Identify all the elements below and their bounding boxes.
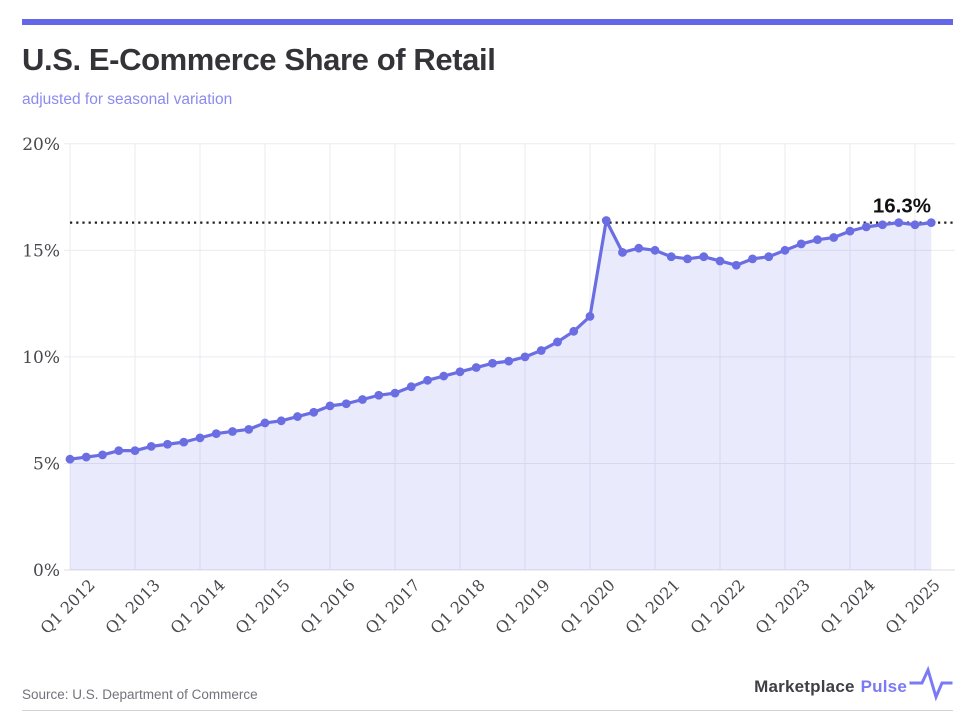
brand-word-marketplace: Marketplace	[754, 677, 855, 696]
svg-text:Q1 2024: Q1 2024	[817, 575, 879, 637]
svg-text:Q1 2020: Q1 2020	[557, 575, 619, 637]
svg-text:Q1 2018: Q1 2018	[427, 575, 489, 637]
svg-text:Q1 2023: Q1 2023	[752, 575, 814, 637]
gridlines	[64, 143, 955, 571]
annotation-latest-value: 16.3%	[873, 195, 931, 218]
svg-text:Q1 2012: Q1 2012	[37, 575, 99, 637]
svg-text:0%: 0%	[33, 561, 60, 581]
svg-text:Q1 2017: Q1 2017	[362, 575, 424, 637]
svg-text:Q1 2016: Q1 2016	[297, 575, 359, 637]
svg-text:Q1 2013: Q1 2013	[102, 575, 164, 637]
page-title: U.S. E-Commerce Share of Retail	[22, 42, 496, 77]
brand-word-pulse: Pulse	[860, 677, 907, 696]
svg-text:15%: 15%	[22, 241, 60, 261]
ecommerce-share-chart: 16.3%0%5%10%15%20%Q1 2012 Q1 2013 Q1 2014 Q…	[22, 135, 955, 638]
area-series	[70, 220, 932, 571]
svg-text:10%: 10%	[22, 348, 60, 368]
svg-text:Q1 2025: Q1 2025	[882, 575, 944, 637]
footer-divider	[22, 710, 953, 711]
svg-text:Q1 2015: Q1 2015	[232, 575, 294, 637]
svg-text:Q1 2022: Q1 2022	[687, 575, 749, 637]
brand-logo: Marketplace Pulse	[754, 662, 953, 704]
svg-text:Q1 2021: Q1 2021	[622, 575, 684, 637]
svg-text:Q1 2019: Q1 2019	[492, 575, 554, 637]
svg-text:20%: 20%	[22, 135, 60, 155]
accent-bar	[22, 19, 953, 25]
svg-text:5%: 5%	[33, 454, 60, 474]
x-axis-labels: Q1 2012 Q1 2013 Q1 2014 Q1 2015 Q1 2016 Q1 20…	[37, 575, 944, 637]
svg-text:Q1 2014: Q1 2014	[167, 575, 229, 637]
pulse-icon	[909, 665, 953, 702]
data-points	[65, 216, 936, 464]
svg-text:16.3%: 16.3%	[873, 195, 931, 218]
source-note: Source: U.S. Department of Commerce	[22, 687, 258, 702]
chart-subtitle: adjusted for seasonal variation	[22, 91, 233, 108]
y-axis-labels: 0% 5% 10% 15% 20%	[22, 135, 60, 581]
